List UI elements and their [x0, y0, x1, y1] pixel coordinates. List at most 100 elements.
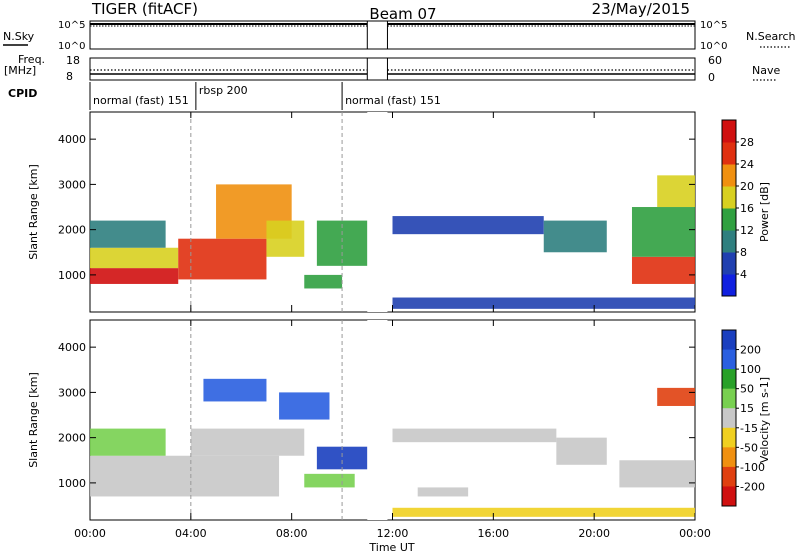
power-colorbar-label: Power [dB]: [758, 182, 771, 242]
velocity-y-ticks: 1000 2000 3000 4000: [58, 341, 695, 490]
scatter-region-10: [392, 297, 695, 309]
x-tick-label-4: 16:00: [477, 527, 509, 540]
nsky-traces: [90, 20, 695, 50]
colorbar-frame: [721, 329, 737, 507]
freq-tick-top: 18: [66, 54, 80, 67]
nsearch-label: N.Search: [746, 30, 796, 43]
scatter-region-6: [304, 473, 355, 488]
power-colorbar: 4 8 12 16 20 24 28: [721, 119, 754, 297]
nsky-tick-top: 10^5: [58, 20, 85, 31]
scatter-region-9: [556, 437, 607, 465]
freq-strip: [89, 57, 696, 81]
data-gap: [367, 320, 388, 520]
nsky-strip: [89, 20, 696, 50]
colorbar-tick-label-5: 24: [740, 158, 754, 171]
cpid-label: CPID: [8, 87, 37, 100]
scatter-region-1: [90, 247, 179, 269]
colorbar-swatch-2: [722, 230, 736, 253]
freq-unit: [MHz]: [4, 64, 36, 77]
scatter-region-2: [90, 220, 166, 248]
cpid-segment-2: normal (fast) 151: [345, 94, 441, 107]
colorbar-swatch-3: [722, 388, 736, 409]
colorbar-tick-label-7: -200: [740, 480, 765, 493]
colorbar-swatch-5: [722, 164, 736, 187]
colorbar-tick-label-3: 16: [740, 202, 754, 215]
x-tick-label-2: 08:00: [276, 527, 308, 540]
y-tick-label-0: 1000: [58, 477, 86, 490]
nave-label: Nave: [752, 64, 780, 77]
colorbar-tick-label-5: -50: [740, 441, 758, 454]
colorbar-swatch-5: [722, 427, 736, 448]
scatter-region-11: [631, 256, 695, 284]
x-axis-label: Time UT: [368, 541, 414, 554]
power-panel-frame: [89, 111, 696, 313]
colorbar-swatch-1: [722, 252, 736, 275]
colorbar-tick-label-1: 100: [740, 363, 761, 376]
colorbar-tick-label-3: 15: [740, 402, 754, 415]
power-ylabel: Slant Range [km]: [27, 164, 40, 260]
colorbar-swatch-6: [722, 142, 736, 165]
colorbar-tick-label-6: 28: [740, 136, 754, 149]
cpid-row: normal (fast) 151 rbsp 200 normal (fast) 1…: [89, 82, 441, 110]
colorbar-swatch-1: [722, 349, 736, 370]
date-title: 23/May/2015: [592, 0, 690, 18]
velocity-colorbar: 200 100 50 15 -15 -50 -100 -200: [721, 329, 765, 507]
velocity-ylabel: Slant Range [km]: [27, 372, 40, 468]
y-tick-label-2: 3000: [58, 178, 86, 191]
x-tick-label-3: 12:00: [377, 527, 409, 540]
scatter-region-9: [543, 220, 607, 253]
scatter-region-12: [631, 207, 695, 257]
colorbar-tick-label-4: -15: [740, 422, 758, 435]
nave-tick-bottom: 0: [708, 71, 715, 84]
cpid-segment-1: rbsp 200: [199, 84, 248, 97]
colorbar-swatch-7: [722, 466, 736, 487]
power-y-ticks: 1000 2000 3000 4000: [58, 133, 695, 282]
scatter-region-7: [316, 220, 368, 266]
colorbar-swatch-4: [722, 408, 736, 429]
freq-gap: [366, 57, 388, 81]
colorbar-tick-label-1: 8: [740, 246, 747, 259]
colorbar-tick-label-6: -100: [740, 461, 765, 474]
nsky-tick-bottom: 10^0: [58, 41, 85, 52]
colorbar-tick-label-0: 4: [740, 268, 747, 281]
colorbar-swatch-0: [722, 274, 736, 297]
data-gap: [367, 112, 388, 312]
scatter-region-3: [178, 238, 267, 280]
beam-title: Beam 07: [369, 5, 436, 23]
colorbar-swatch-0: [722, 330, 736, 351]
y-tick-label-0: 1000: [58, 269, 86, 282]
cpid-segment-0: normal (fast) 151: [93, 94, 189, 107]
freq-tick-bottom: 8: [66, 70, 73, 83]
y-tick-label-1: 2000: [58, 224, 86, 237]
colorbar-swatch-8: [722, 486, 736, 507]
scatter-region-0: [90, 455, 280, 497]
colorbar-tick-label-2: 12: [740, 224, 754, 237]
scatter-region-11: [657, 387, 695, 406]
scatter-region-5: [316, 446, 368, 470]
colorbar-tick-label-0: 200: [740, 344, 761, 357]
colorbar-tick-label-4: 20: [740, 180, 754, 193]
scatter-region-8: [392, 216, 544, 235]
scatter-region-13: [657, 175, 695, 208]
scatter-region-7: [392, 428, 557, 443]
colorbar-swatch-2: [722, 369, 736, 390]
x-axis-ticks: 00:00 04:00 08:00 12:00 16:00 20:00 00:00: [74, 112, 711, 540]
freq-label: Freq.: [18, 53, 45, 66]
velocity-colorbar-label: Velocity [m s-1]: [758, 377, 771, 463]
y-tick-label-3: 4000: [58, 133, 86, 146]
x-tick-label-5: 20:00: [578, 527, 610, 540]
radar-title: TIGER (fitACF): [91, 0, 198, 18]
freq-traces: [90, 57, 695, 81]
x-tick-label-0: 00:00: [74, 527, 106, 540]
colorbar-swatch-7: [722, 120, 736, 143]
colorbar-swatch-6: [722, 447, 736, 468]
y-tick-label-1: 2000: [58, 432, 86, 445]
scatter-region-0: [90, 268, 179, 284]
colorbar-swatch-3: [722, 208, 736, 231]
colorbar-swatch-4: [722, 186, 736, 209]
scatter-region-2: [190, 428, 305, 456]
y-tick-label-3: 4000: [58, 341, 86, 354]
x-tick-label-1: 04:00: [175, 527, 207, 540]
scatter-region-6: [304, 274, 343, 289]
